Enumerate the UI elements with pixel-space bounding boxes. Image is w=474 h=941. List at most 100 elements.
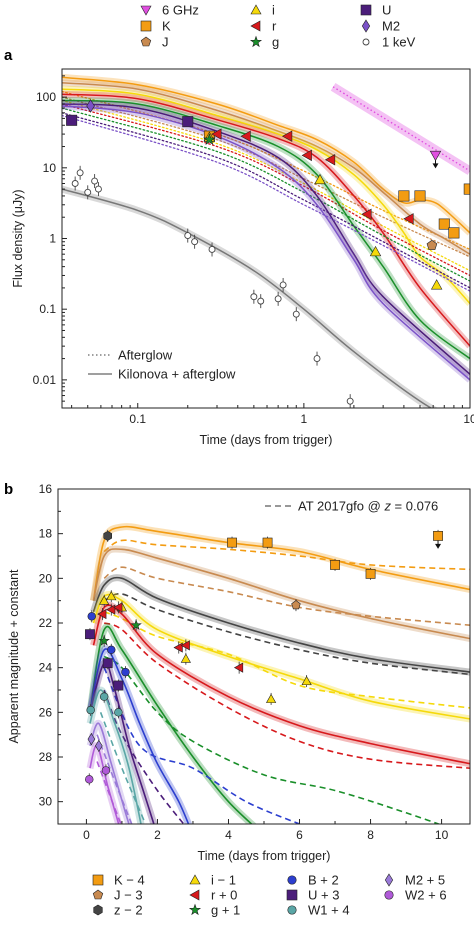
- point-i-1-0: [99, 595, 110, 605]
- ytick-label-b-30: 30: [39, 795, 53, 809]
- series-u: [62, 100, 470, 377]
- xtick-label-a-1: 1: [301, 412, 308, 426]
- reference-legend-label: AT 2017gfo @ z = 0.076: [298, 499, 438, 514]
- reference-legend-text: AT 2017gfo @: [298, 499, 384, 514]
- point-r-0-5: [233, 662, 244, 673]
- reference-legend-z: z: [383, 499, 391, 514]
- point-1-kev-1: [76, 169, 84, 177]
- point-z-2-0: [103, 530, 112, 541]
- legend-marker-b-2: [287, 875, 297, 885]
- legend-marker-w2-6: [384, 890, 394, 900]
- legend-marker-r-0: [189, 889, 200, 901]
- plot-area-a: [62, 73, 470, 408]
- ytick-label-b-18: 18: [39, 527, 53, 541]
- ytick-label-b-24: 24: [39, 661, 53, 675]
- panel-label-a: a: [4, 47, 13, 64]
- point-u-0: [66, 114, 78, 126]
- reference-legend-value: = 0.076: [391, 499, 438, 514]
- panel-label-b: b: [4, 481, 13, 498]
- reference-line-g-1: [103, 655, 441, 824]
- legend-label-j: J: [162, 35, 169, 50]
- xtick-label-a-10: 10: [463, 412, 474, 426]
- y-axis-label-a: Flux density (μJy): [11, 189, 25, 287]
- point-i-1-5: [301, 675, 312, 686]
- point-1-kev-3: [91, 177, 99, 185]
- series-g-1: [86, 623, 441, 824]
- point-g-1-1: [130, 619, 142, 631]
- series-i: [62, 85, 470, 306]
- afterglow-line-r: [62, 103, 470, 277]
- point-w2-6-1: [101, 766, 111, 775]
- point-m2-5-0: [87, 733, 96, 746]
- point-k-2: [414, 190, 426, 202]
- point-r-2: [281, 130, 293, 142]
- afterglow-line-m2: [62, 114, 470, 292]
- points-r-0: [97, 601, 244, 674]
- point-m2-5-1: [95, 739, 103, 752]
- points-z-2: [103, 529, 112, 542]
- model-line-b-2: [89, 648, 190, 824]
- model-line-j-3: [92, 548, 470, 640]
- point-w1-4-2: [114, 708, 123, 717]
- afterglow-line-g: [62, 107, 470, 282]
- point-r-1: [240, 130, 251, 142]
- legend-marker-r: [250, 20, 261, 32]
- xtick-label-b-10: 10: [435, 828, 449, 842]
- point-u-3-1: [102, 658, 113, 669]
- series-w1-4: [86, 686, 147, 824]
- xtick-label-b-2: 2: [154, 828, 161, 842]
- legend-marker-u: [360, 4, 372, 16]
- legend-marker-g-1: [188, 903, 202, 916]
- reference-legend-b: AT 2017gfo @ z = 0.076: [265, 499, 438, 514]
- xtick-label-b-6: 6: [296, 828, 303, 842]
- point-k-4-4: [433, 530, 443, 541]
- afterglow-line-k: [62, 90, 470, 251]
- legend-label-m2-5: M2 + 5: [405, 873, 445, 888]
- model-line-u: [62, 103, 470, 375]
- afterglow-line-j: [62, 96, 470, 258]
- legend-label-b-2: B + 2: [308, 873, 339, 888]
- point-r-0-3: [173, 642, 183, 653]
- series-m2-5: [86, 719, 133, 824]
- model-line-z-2: [92, 576, 470, 673]
- legend-marker-i: [250, 4, 262, 15]
- point-m2-0: [86, 99, 95, 113]
- point-r-0-1: [106, 604, 116, 615]
- model-line-j: [62, 81, 470, 255]
- upper-limit-k-4-4-arrow: [435, 543, 442, 549]
- legend-marker-k-4: [92, 874, 104, 886]
- legend-label-i: i: [272, 3, 275, 18]
- point-w1-4-1: [99, 692, 109, 701]
- legend-label-j-3: J − 3: [114, 888, 143, 903]
- ytick-label-a-100: 100: [36, 90, 56, 104]
- model-line-r: [62, 93, 470, 347]
- points-w1-4: [86, 690, 123, 719]
- points-r: [211, 128, 414, 225]
- model-line-r-0: [92, 604, 470, 765]
- point-w2-6-0: [85, 775, 94, 784]
- point-j-0: [426, 239, 438, 250]
- model-line-m2-5: [89, 722, 130, 824]
- plot-area-b: [85, 523, 470, 824]
- series-m2: [62, 102, 470, 383]
- point-1-kev-2: [84, 188, 92, 196]
- series-r-0: [90, 601, 470, 769]
- reference-line-i-1: [103, 611, 470, 709]
- afterglow-line-i: [62, 99, 470, 272]
- series-r: [62, 90, 470, 349]
- points-b-2: [87, 610, 130, 679]
- legend-line-label-afterglow: Afterglow: [118, 348, 173, 363]
- point-i-1-3: [180, 653, 191, 663]
- points-m2-5: [87, 733, 103, 752]
- panel-a-plot: 0.1 1 10 0.01 0.1 1 10 100 Time (days from trigg…: [11, 68, 474, 447]
- legend-marker-z-2: [93, 904, 103, 916]
- series-i-1: [90, 591, 470, 723]
- point-1-kev-10: [274, 295, 282, 303]
- model-line-i: [62, 88, 470, 305]
- ytick-label-a-1: 1: [49, 232, 56, 246]
- points-6-ghz: [429, 150, 442, 169]
- point-k-3: [438, 218, 450, 230]
- legend-marker-m2: [361, 19, 371, 33]
